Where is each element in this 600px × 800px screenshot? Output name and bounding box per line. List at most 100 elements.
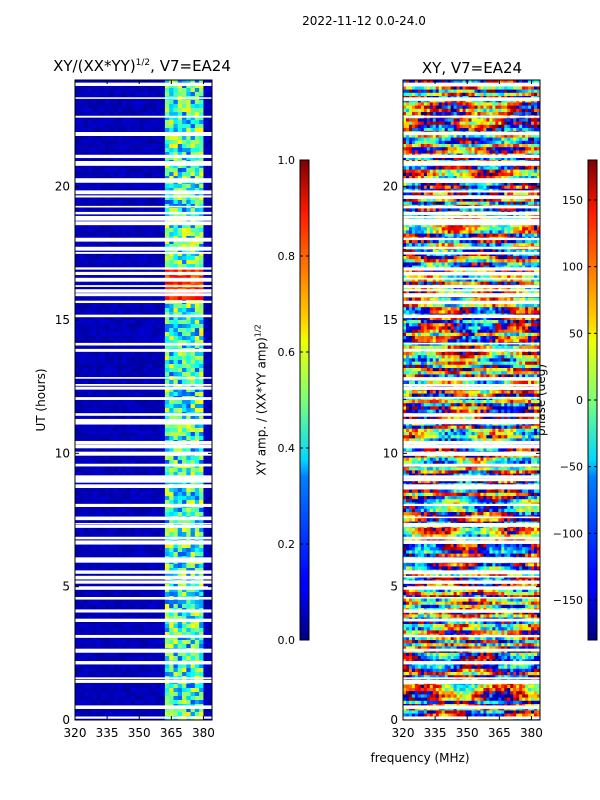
left-heatmap-cell bbox=[139, 656, 144, 661]
left-heatmap-cell bbox=[104, 148, 110, 153]
left-heatmap-cell bbox=[190, 304, 196, 309]
left-heatmap-cell bbox=[109, 164, 114, 169]
left-heatmap-cell bbox=[113, 532, 119, 537]
left-heatmap-cell bbox=[122, 352, 127, 357]
left-heatmap-cell bbox=[87, 616, 93, 621]
left-heatmap-cell bbox=[75, 696, 80, 701]
left-heatmap-cell bbox=[156, 564, 162, 569]
left-heatmap-cell bbox=[169, 188, 174, 193]
left-heatmap-cell bbox=[143, 184, 149, 189]
left-heatmap-cell bbox=[134, 200, 140, 205]
left-heatmap-cell bbox=[117, 136, 123, 141]
left-heatmap-cell bbox=[186, 604, 191, 609]
left-heatmap-cell bbox=[160, 528, 166, 533]
left-heatmap-cell bbox=[190, 344, 196, 349]
left-heatmap-cell bbox=[156, 632, 162, 637]
left-heatmap-cell bbox=[156, 456, 162, 461]
left-heatmap-cell bbox=[194, 696, 200, 701]
left-heatmap-cell bbox=[130, 604, 136, 609]
left-heatmap-cell bbox=[96, 256, 102, 261]
left-heatmap-cell bbox=[134, 684, 140, 689]
left-heatmap-cell bbox=[199, 240, 204, 245]
left-heatmap-cell bbox=[169, 380, 174, 385]
left-heatmap-cell bbox=[169, 156, 174, 161]
left-heatmap-cell bbox=[117, 528, 123, 533]
left-heatmap-cell bbox=[104, 568, 110, 573]
left-heatmap-cell bbox=[156, 304, 162, 309]
left-heatmap-cell bbox=[75, 252, 80, 257]
left-heatmap-cell bbox=[182, 80, 187, 85]
left-heatmap-cell bbox=[147, 128, 153, 133]
left-heatmap-cell bbox=[104, 144, 110, 149]
left-heatmap-cell bbox=[113, 416, 119, 421]
left-heatmap-cell bbox=[130, 380, 136, 385]
left-heatmap-cell bbox=[143, 164, 149, 169]
left-heatmap-cell bbox=[104, 600, 110, 605]
left-heatmap-cell bbox=[109, 456, 114, 461]
left-heatmap-cell bbox=[177, 228, 183, 233]
left-heatmap-cell bbox=[199, 644, 204, 649]
left-heatmap-cell bbox=[104, 312, 110, 317]
left-heatmap-cell bbox=[75, 128, 80, 133]
left-heatmap-cell bbox=[186, 368, 191, 373]
left-heatmap-cell bbox=[169, 384, 174, 389]
left-heatmap-cell bbox=[199, 164, 204, 169]
left-heatmap-cell bbox=[190, 624, 196, 629]
left-heatmap-cell bbox=[109, 84, 114, 89]
left-heatmap-cell bbox=[194, 164, 200, 169]
left-heatmap-cell bbox=[156, 600, 162, 605]
left-heatmap-cell bbox=[75, 168, 80, 173]
left-heatmap-cell bbox=[92, 200, 97, 205]
left-heatmap-cell bbox=[130, 184, 136, 189]
left-heatmap-cell bbox=[96, 624, 102, 629]
left-heatmap-cell bbox=[122, 252, 127, 257]
left-heatmap-cell bbox=[104, 408, 110, 413]
left-heatmap-cell bbox=[122, 468, 127, 473]
left-heatmap-cell bbox=[75, 492, 80, 497]
left-heatmap-cell bbox=[100, 112, 106, 117]
left-heatmap-cell bbox=[199, 80, 204, 85]
left-heatmap-cell bbox=[130, 140, 136, 145]
left-heatmap-cell bbox=[143, 84, 149, 89]
left-heatmap-cell bbox=[100, 408, 106, 413]
left-heatmap-cell bbox=[160, 644, 166, 649]
left-heatmap-cell bbox=[207, 632, 213, 637]
left-heatmap-cell bbox=[122, 364, 127, 369]
left-heatmap-cell bbox=[194, 312, 200, 317]
left-heatmap-cell bbox=[134, 196, 140, 201]
left-heatmap-cell bbox=[122, 544, 127, 549]
left-heatmap-cell bbox=[164, 112, 170, 117]
left-heatmap-cell bbox=[164, 568, 170, 573]
left-heatmap-cell bbox=[164, 532, 170, 537]
left-heatmap-cell bbox=[194, 688, 200, 693]
left-heatmap-cell bbox=[156, 184, 162, 189]
left-heatmap-cell bbox=[83, 400, 89, 405]
left-heatmap-cell bbox=[160, 492, 166, 497]
left-heatmap-cell bbox=[109, 252, 114, 257]
left-heatmap-cell bbox=[130, 552, 136, 557]
left-heatmap-cell bbox=[130, 308, 136, 313]
left-heatmap-cell bbox=[104, 264, 110, 269]
left-heatmap-cell bbox=[113, 432, 119, 437]
left-heatmap-cell bbox=[117, 308, 123, 313]
left-heatmap-cell bbox=[100, 384, 106, 389]
left-heatmap-cell bbox=[109, 612, 114, 617]
left-heatmap-cell bbox=[113, 364, 119, 369]
left-heatmap-cell bbox=[96, 696, 102, 701]
left-heatmap-cell bbox=[152, 456, 157, 461]
left-heatmap-cell bbox=[79, 468, 84, 473]
left-heatmap-cell bbox=[96, 164, 102, 169]
left-heatmap-cell bbox=[156, 672, 162, 677]
left-heatmap-cell bbox=[126, 404, 132, 409]
left-heatmap-cell bbox=[79, 612, 84, 617]
left-heatmap-cell bbox=[160, 416, 166, 421]
left-heatmap-cell bbox=[134, 356, 140, 361]
left-heatmap-cell bbox=[186, 320, 191, 325]
left-heatmap-cell bbox=[130, 152, 136, 157]
left-heatmap-cell bbox=[169, 224, 174, 229]
left-heatmap-cell bbox=[134, 168, 140, 173]
left-heatmap-cell bbox=[139, 672, 144, 677]
left-heatmap-cell bbox=[143, 100, 149, 105]
left-heatmap-cell bbox=[96, 232, 102, 237]
left-heatmap-cell bbox=[156, 268, 162, 273]
